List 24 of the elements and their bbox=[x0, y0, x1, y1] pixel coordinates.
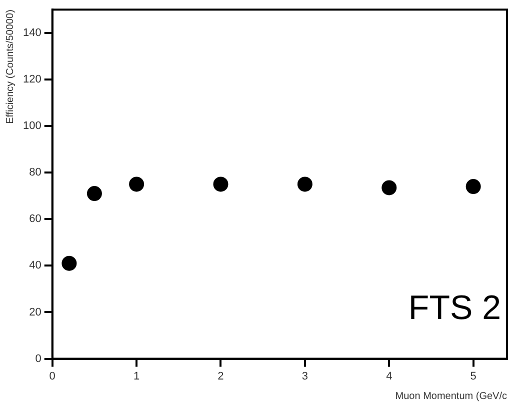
point bbox=[466, 179, 481, 194]
y-tick-label: 60 bbox=[29, 213, 42, 226]
y-tick-label: 80 bbox=[29, 166, 42, 179]
x-tick-label: 0 bbox=[49, 370, 56, 382]
x-tick-label: 4 bbox=[386, 370, 392, 382]
y-tick-label: 120 bbox=[22, 73, 42, 86]
y-tick-label: 20 bbox=[29, 306, 42, 318]
point bbox=[86, 186, 102, 202]
y-tick-label: 140 bbox=[22, 26, 42, 39]
y-tick-label: 0 bbox=[35, 352, 42, 365]
point bbox=[297, 176, 312, 192]
y-tick-label: 40 bbox=[29, 260, 42, 272]
x-axis-title: Muon Momentum (GeV/c bbox=[395, 390, 507, 402]
point bbox=[129, 176, 144, 192]
x-tick-label: 5 bbox=[470, 370, 476, 382]
y-axis-title: Efficiency (Counts/50000) bbox=[4, 10, 16, 124]
point bbox=[213, 176, 228, 192]
annotation: FTS 2 bbox=[408, 288, 501, 327]
x-tick-label: 3 bbox=[302, 370, 308, 382]
x-tick-label: 2 bbox=[218, 370, 224, 382]
x-tick-label: 1 bbox=[133, 370, 140, 382]
point bbox=[62, 256, 77, 271]
y-tick-label: 100 bbox=[22, 120, 42, 132]
point bbox=[382, 180, 397, 196]
